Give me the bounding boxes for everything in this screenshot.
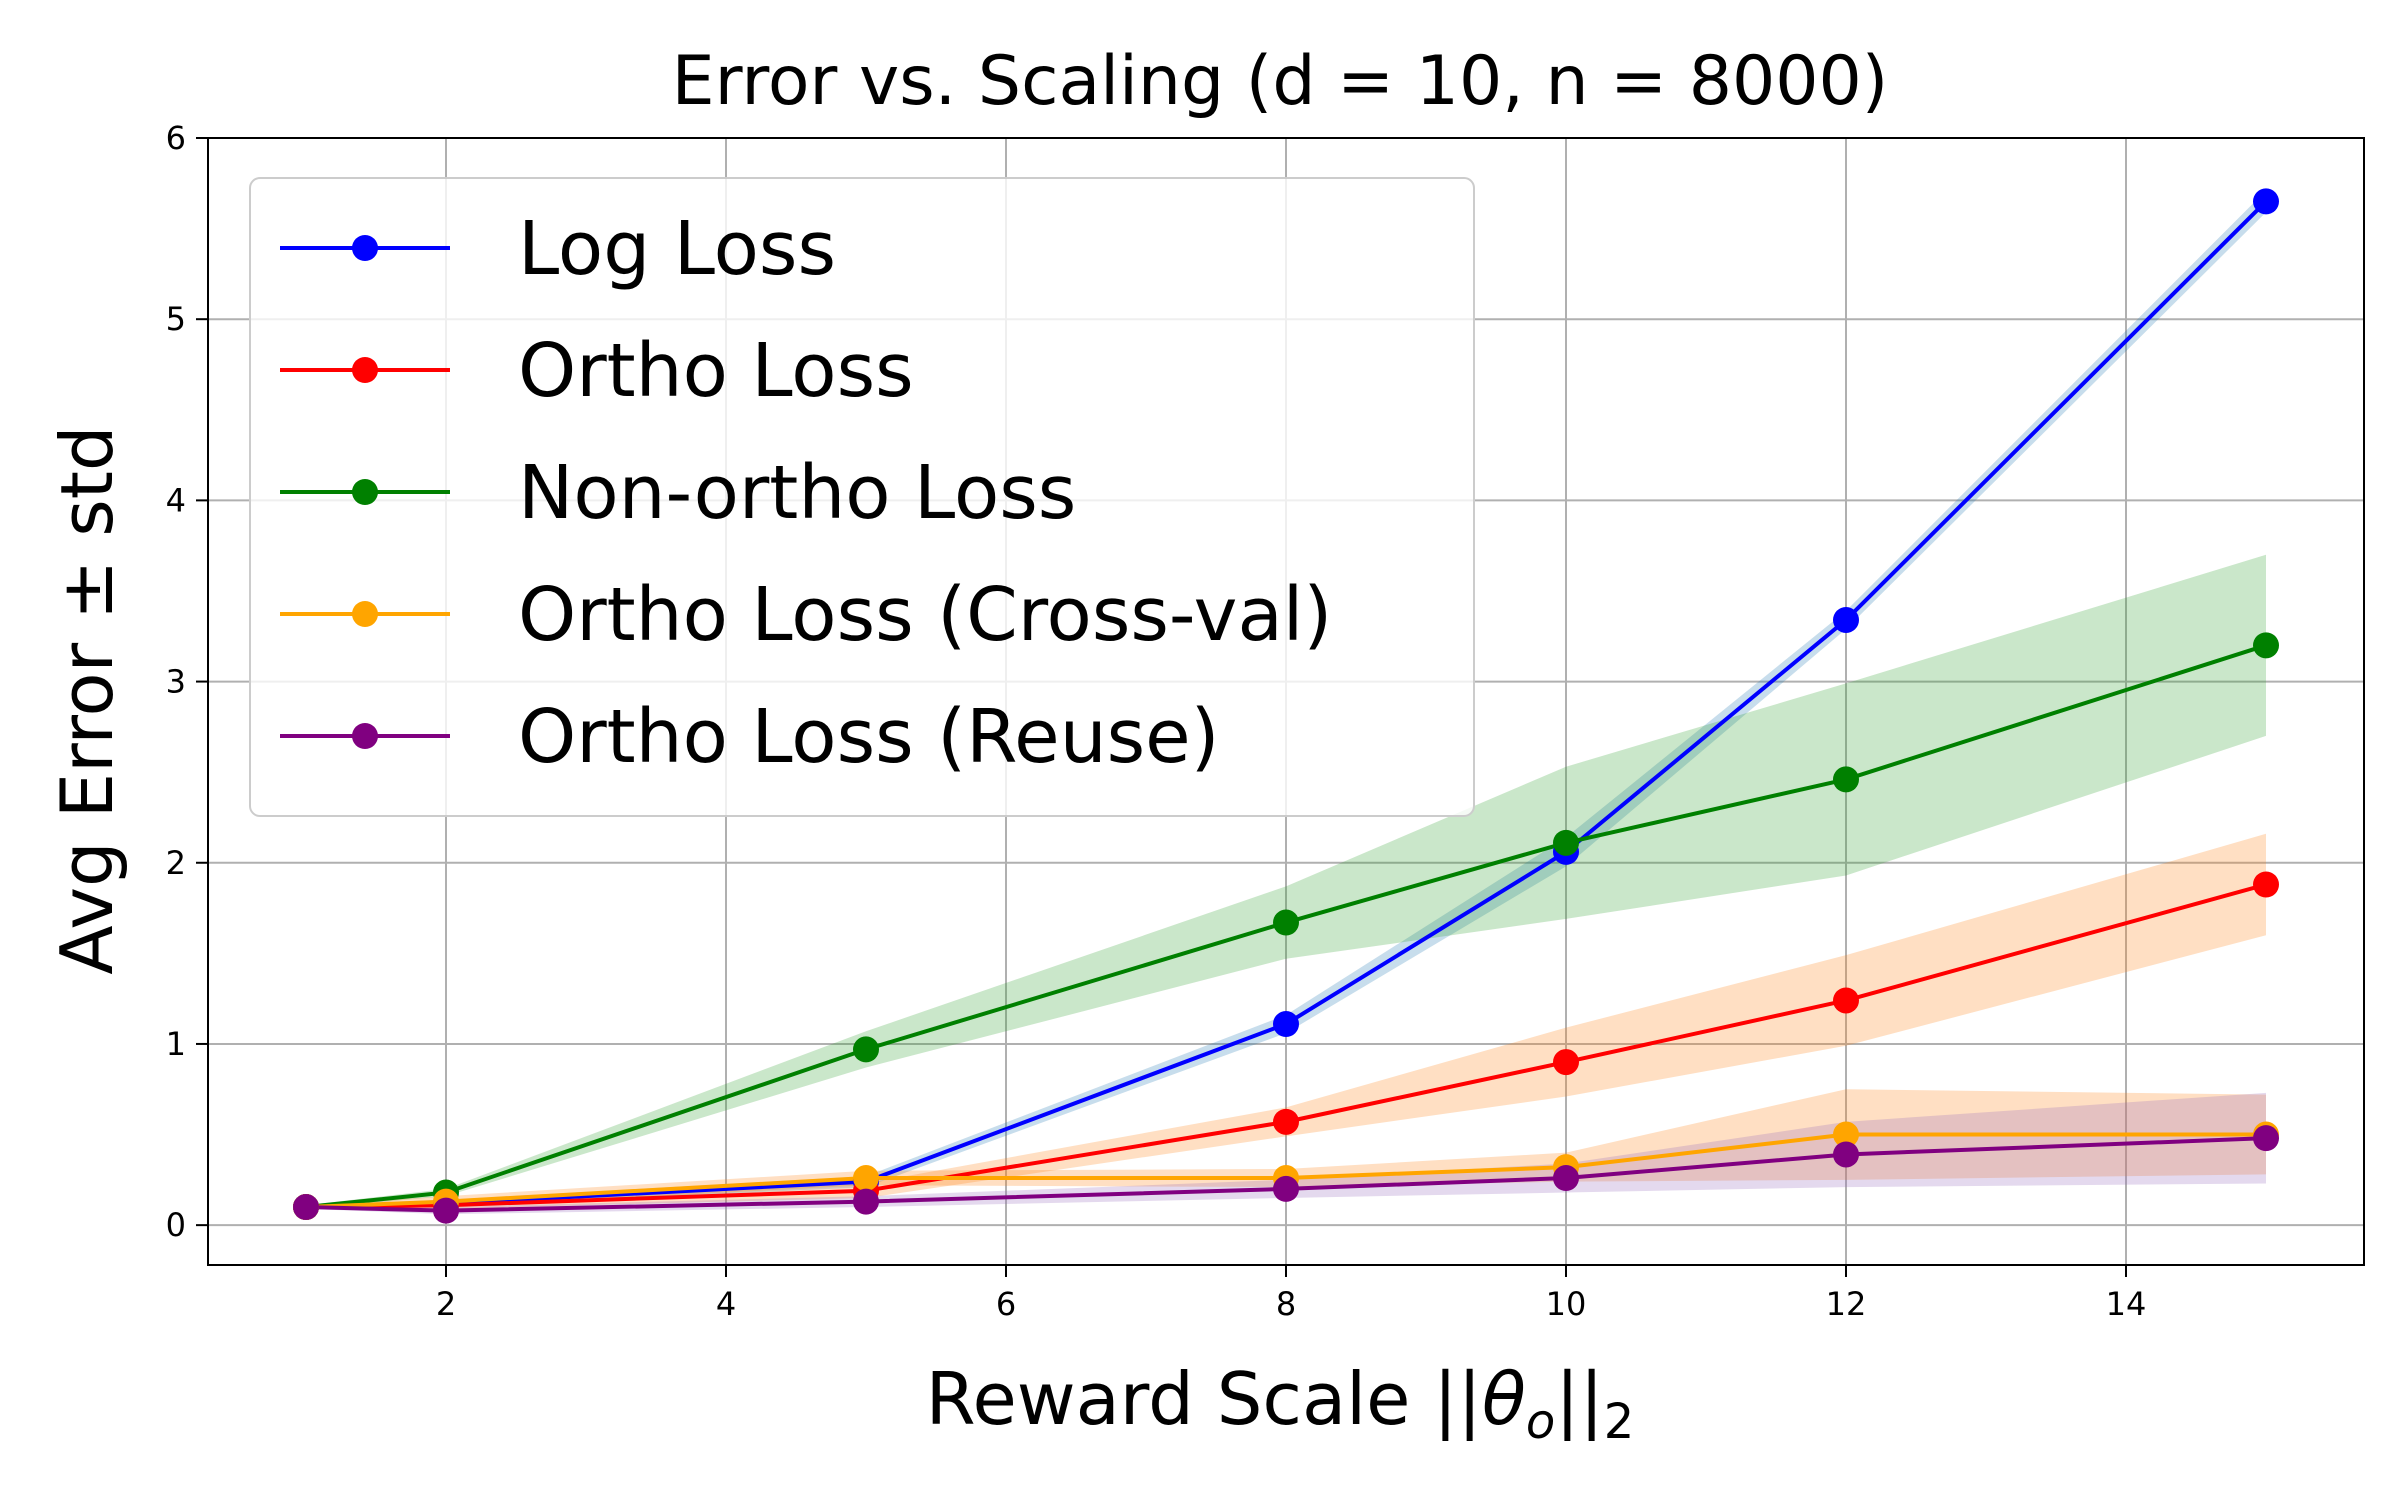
data-point [1273,1011,1299,1038]
x-tick-label: 14 [2106,1285,2147,1323]
std-band [306,1092,2266,1215]
y-tick-label: 0 [166,1206,186,1244]
data-point [1833,987,1859,1014]
data-point [853,1165,879,1192]
data-point [1833,606,1859,633]
legend: Log Loss Ortho Loss Non-ortho Loss Ortho Lo… [249,177,1475,817]
legend-marker [352,723,378,749]
data-point [1553,1165,1579,1192]
legend-marker [352,235,378,261]
data-point [2253,1125,2279,1152]
std-band [306,554,2266,1209]
y-axis-label: Avg Error ± std [45,425,129,974]
legend-label: Ortho Loss (Cross-val) [518,572,1332,658]
x-tick-label: 12 [1826,1285,1867,1323]
data-point [1833,1121,1859,1148]
y-tick-label: 1 [166,1025,186,1063]
legend-frame [249,177,1475,817]
legend-label: Non-ortho Loss [518,450,1076,536]
x-axis-label: Reward Scale ||θo||2 [926,1357,1635,1450]
legend-marker [352,601,378,627]
y-tick-label: 2 [166,844,186,882]
legend-marker [352,479,378,505]
data-point [1833,766,1859,793]
legend-label: Ortho Loss (Reuse) [518,694,1220,780]
data-point [1273,1108,1299,1135]
x-tick-label: 4 [716,1285,736,1323]
legend-label: Ortho Loss [518,328,914,414]
data-point [1273,1175,1299,1202]
data-point [853,1188,879,1215]
x-tick-label: 2 [436,1285,456,1323]
x-tick-label: 6 [996,1285,1016,1323]
data-point [853,1036,879,1063]
y-tick-label: 3 [166,663,186,701]
series-points [293,188,2279,1224]
y-tick-label: 6 [166,119,186,157]
y-tick-label: 5 [166,300,186,338]
data-point [433,1197,459,1224]
legend-marker [352,357,378,383]
data-point [1833,1141,1859,1168]
x-tick-label: 10 [1546,1285,1587,1323]
y-tick-label: 4 [166,481,186,519]
data-point [1553,829,1579,856]
data-point [1553,1049,1579,1076]
data-point [2253,188,2279,215]
chart-title: Error vs. Scaling (d = 10, n = 8000) [672,42,1889,121]
data-point [293,1194,319,1221]
std-band [306,1089,2266,1209]
data-point [2253,632,2279,659]
data-point [2253,871,2279,898]
legend-label: Log Loss [518,206,836,292]
data-point [1273,909,1299,936]
x-tick-label: 8 [1276,1285,1296,1323]
